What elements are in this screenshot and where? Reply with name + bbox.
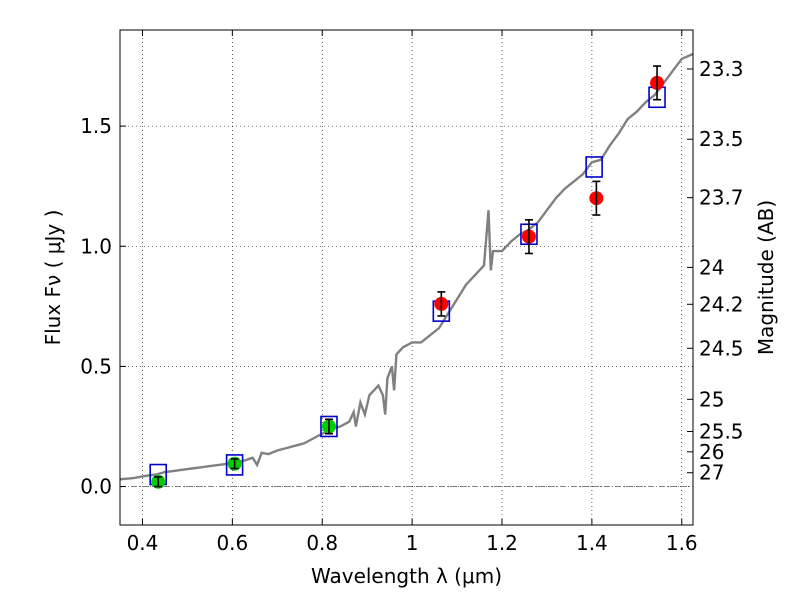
magnitude-tick-label: 23.5 [699, 127, 744, 151]
x-tick-label: 0.6 [216, 531, 248, 555]
x-tick-label: 1.6 [666, 531, 698, 555]
model-square-marker [225, 454, 244, 476]
magnitude-tick-label: 24.5 [699, 336, 744, 360]
grid [120, 30, 693, 525]
y-axis-label: Flux Fν ( μJy ) [41, 210, 65, 346]
magnitude-tick-label: 26 [699, 440, 724, 464]
x-tick-label: 0.4 [127, 531, 159, 555]
model-square-marker [585, 156, 603, 178]
x-tick-label: 1.2 [486, 531, 518, 555]
magnitude-tick-label: 25 [699, 387, 724, 411]
magnitude-tick-label: 25.5 [699, 420, 744, 444]
y-tick-label: 0.0 [80, 475, 112, 499]
magnitude-tick-label: 24.2 [699, 292, 744, 316]
y-tick-label: 0.5 [80, 354, 112, 378]
model-square-marker [320, 415, 338, 438]
x-tick-label: 0.8 [306, 531, 338, 555]
spectrum-line [119, 52, 694, 481]
magnitude-tick-label: 23.7 [699, 186, 744, 210]
data-marks [149, 65, 666, 489]
magnitude-tick-label: 23.3 [699, 57, 744, 81]
ticks: 0.4 0.6 0.8 1 1.2 1.4 1.6 0.0 0.5 1.0 1.5 23.3 23.5 2… [80, 30, 744, 555]
y-tick-label: 1.5 [80, 114, 112, 138]
magnitude-tick-label: 27 [699, 461, 724, 485]
x-tick-label: 1.4 [576, 531, 608, 555]
plot-frame [119, 29, 694, 526]
x-axis-label: Wavelength λ (μm) [311, 564, 502, 588]
x-tick-label: 1 [406, 531, 419, 555]
magnitude-axis-label: Magnitude (AB) [754, 200, 778, 355]
y-tick-label: 1.0 [80, 234, 112, 258]
magnitude-tick-label: 24 [699, 255, 724, 279]
